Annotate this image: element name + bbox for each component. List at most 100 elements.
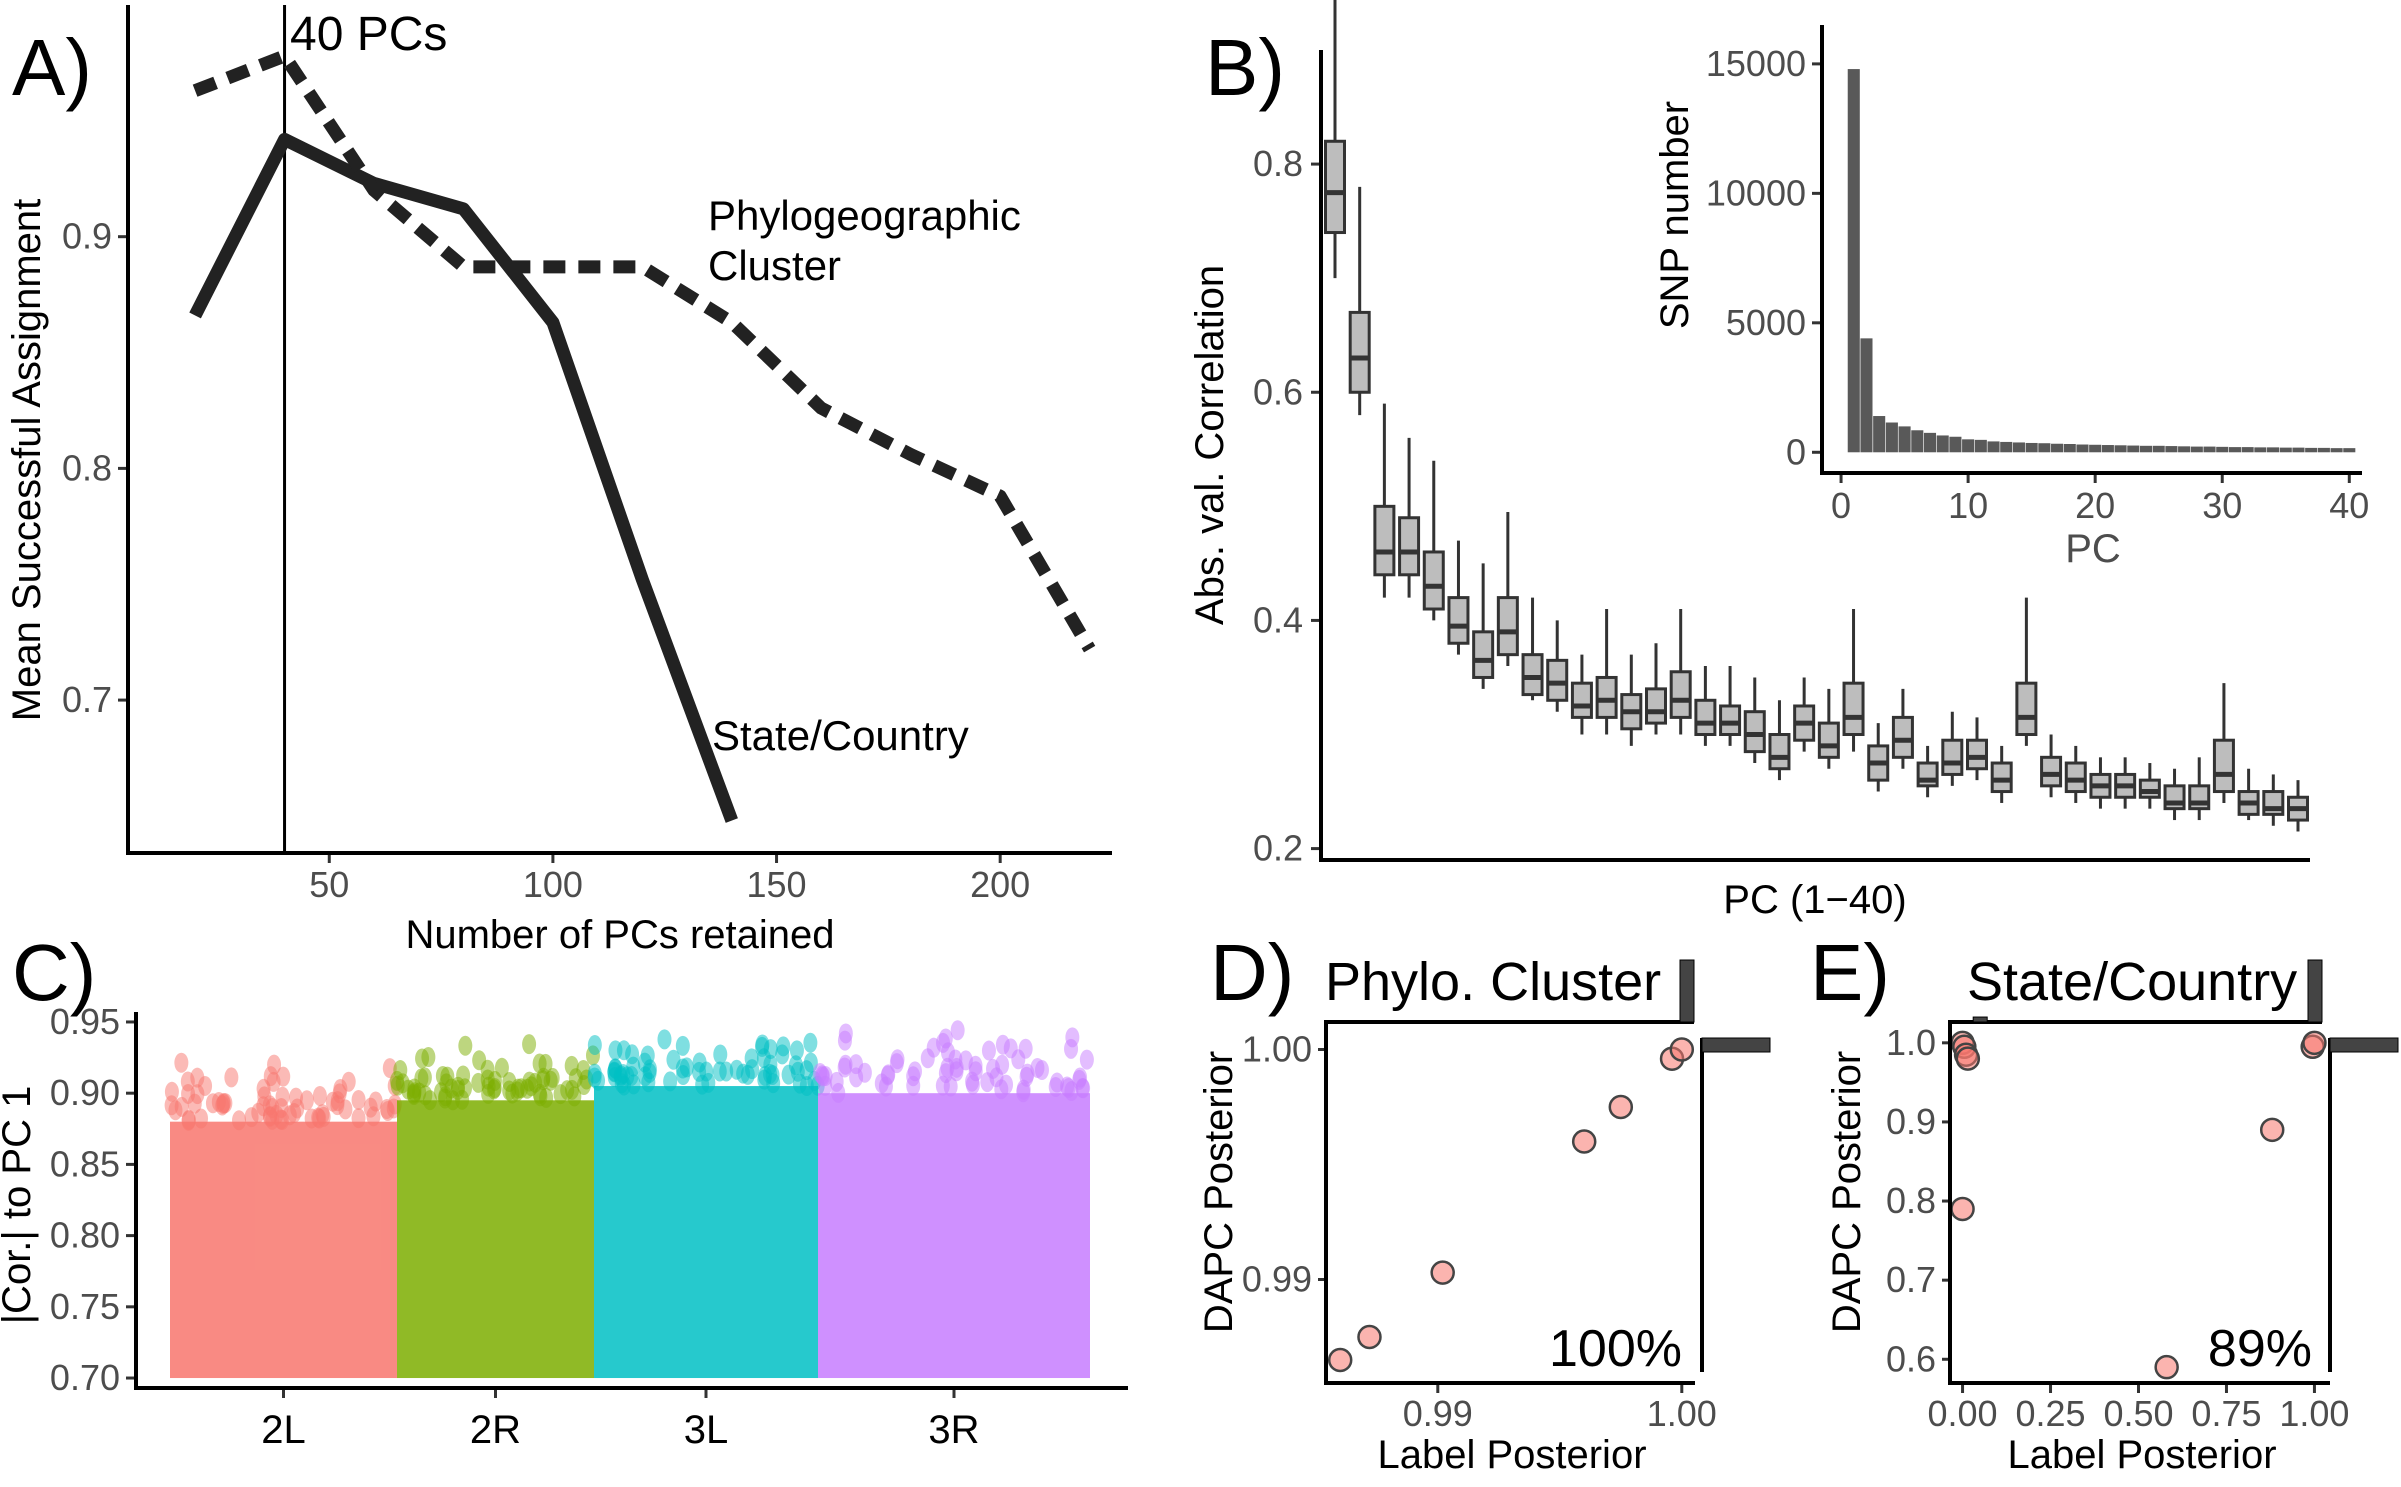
snp-point [776,1036,791,1057]
boxplot-box [1645,687,1667,725]
boxplot-box [1743,710,1766,754]
boxplot-box [1719,704,1742,737]
snp-point [641,1072,656,1093]
panel-a-y-tick-label: 0.9 [62,216,112,257]
snp-point [232,1110,247,1131]
snp-point [564,1055,579,1076]
panel-b-inset-bar-chart: 0 5000 10000 15000 0 10 20 30 40 PC SNP number [1653,25,2369,571]
inset-bar [1987,441,2000,453]
boxplot-box [1817,721,1840,759]
snp-point [675,1035,690,1056]
snp-point [224,1067,239,1088]
snp-point [263,1066,278,1087]
snp-point [351,1089,366,1110]
panel-c-manhattan-scatter: 0.70 0.75 0.80 0.85 0.90 0.95 2L 2R 3L 3R |Cor.| … [0,1001,1128,1452]
panel-d-annotation: 100% [1549,1320,1682,1378]
inset-bar [2330,448,2343,453]
inset-x-title: PC [2065,527,2121,571]
snp-point [194,1108,209,1129]
snp-point [417,1067,432,1088]
posterior-point [2302,1030,2327,1056]
snp-point [792,1073,807,1094]
panel-a-series-label: State/Country [712,712,969,759]
panel-d-x-tick-label: 0.99 [1403,1393,1473,1434]
snp-point [758,1065,773,1086]
series-line-state-country [189,132,738,823]
panel-a-y-tick-label: 0.7 [62,679,112,720]
snp-point [995,1034,1010,1055]
snp-point [755,1034,770,1055]
snp-point [803,1032,818,1053]
posterior-point [1950,1196,1975,1222]
snp-point [958,1050,973,1071]
snp-point [187,1093,202,1114]
panel-d-y-title: DAPC Posterior [1197,1051,1241,1333]
inset-bar [2305,447,2318,453]
snp-point [906,1075,921,1096]
snp-point [745,1059,760,1080]
inset-bar [1974,439,1987,453]
posterior-point [1327,1347,1353,1373]
snp-point [1020,1063,1035,1084]
snp-point [276,1066,291,1087]
inset-bar [2152,445,2165,453]
boxplot-box [1768,733,1791,771]
snp-point [838,1054,853,1075]
panel-a-series-label: Cluster [708,242,841,289]
snp-point [986,1058,1001,1079]
boxplot-box [2015,681,2038,737]
boxplot-box [2138,778,2161,799]
chromosome-band-2R [397,1100,594,1379]
panel-d-right-marginal-bar [1701,1037,1771,1053]
boxplot-box [1966,738,1988,771]
inset-bar [2254,447,2267,453]
snp-point [538,1053,553,1074]
inset-bar [2063,444,2076,453]
panel-c-x-tick-label: 3R [928,1408,979,1452]
snp-point [788,1055,803,1076]
inset-bar [2101,445,2114,453]
boxplot-box [1990,761,2013,794]
snp-point [1065,1027,1080,1048]
boxplot-box [2040,755,2063,788]
inset-bar [2051,443,2064,453]
panel-a-line-chart: 50 100 150 200 0.7 0.8 0.9 State/Country Phyloge… [5,5,1112,957]
inset-y-tick-label: 5000 [1726,302,1806,343]
boxplot-box [1373,504,1396,577]
panel-c-y-tick-label: 0.75 [50,1286,120,1327]
inset-bar [2216,446,2229,453]
inset-bar [2127,445,2140,453]
snp-point [190,1067,205,1088]
inset-bar [2025,442,2038,453]
snp-point [838,1023,853,1044]
snp-point [421,1047,436,1068]
snp-point [288,1087,303,1108]
snp-point [713,1044,728,1065]
snp-point [616,1040,631,1061]
snp-point [587,1035,602,1056]
snp-point [164,1081,179,1102]
snp-point [692,1052,707,1073]
snp-point [351,1108,366,1129]
chromosome-band-3L [594,1086,818,1379]
snp-point [949,1061,964,1082]
snp-point [215,1095,230,1116]
inset-bar [2000,441,2013,453]
snp-point [1079,1049,1094,1070]
inset-bar [2114,445,2127,453]
panel-b-boxplot: 0.2 0.4 0.6 0.8 PC (1−40) Abs. val. Correla… [1188,0,2310,922]
inset-bar [2038,443,2051,453]
snp-point [393,1060,408,1081]
panel-e-x-tick-label: 1.00 [2279,1393,2349,1434]
panel-d-title: Phylo. Cluster [1325,952,1661,1012]
inset-bar [2241,447,2254,453]
inset-y-tick-label: 0 [1786,431,1806,472]
snp-point [849,1054,864,1075]
boxplot-box [1891,715,1914,759]
panel-c-y-tick-label: 0.85 [50,1143,120,1184]
chromosome-band-2L [170,1121,397,1379]
snp-point [304,1108,319,1129]
boxplot-box [1447,596,1470,645]
inset-bar [1911,430,1924,453]
panel-e-top-marginal-bar [1972,1016,1988,1023]
